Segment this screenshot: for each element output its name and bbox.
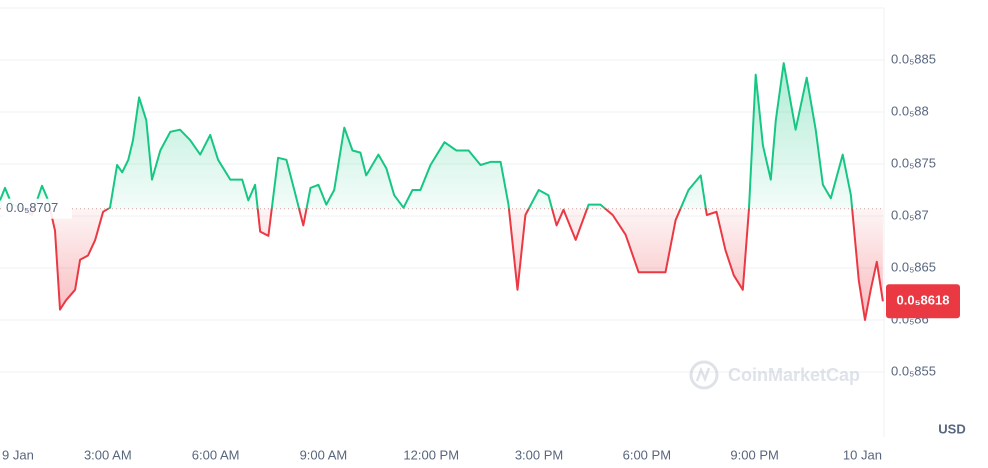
y-tick-label: 0.0₅88	[891, 103, 929, 118]
y-tick-label: 0.0₅855	[891, 363, 936, 378]
y-tick-label: 0.0₅885	[891, 51, 936, 66]
x-tick-label: 9 Jan	[2, 447, 34, 462]
current-price-label: 0.0₅8618	[897, 293, 950, 308]
x-tick-label: 6:00 PM	[623, 447, 671, 462]
x-tick-label: 10 Jan	[843, 447, 882, 462]
x-tick-label: 3:00 AM	[84, 447, 132, 462]
price-line	[0, 62, 884, 321]
price-area	[0, 63, 883, 320]
x-tick-label: 3:00 PM	[515, 447, 563, 462]
x-tick-label: 6:00 AM	[192, 447, 240, 462]
baseline-label: 0.0₅8707	[6, 200, 58, 215]
y-tick-label: 0.0₅87	[891, 207, 929, 222]
x-tick-label: 9:00 PM	[730, 447, 778, 462]
watermark: CoinMarketCap	[689, 360, 860, 390]
baseline-label-bg	[2, 198, 72, 219]
current-price-bg	[886, 284, 960, 319]
x-tick-label: 9:00 AM	[300, 447, 348, 462]
y-tick-label: 0.0₅875	[891, 155, 936, 170]
y-tick-label: 0.0₅865	[891, 259, 936, 274]
currency: USD	[938, 421, 965, 436]
x-tick-label: 12:00 PM	[403, 447, 459, 462]
watermark-text: CoinMarketCap	[728, 365, 860, 385]
